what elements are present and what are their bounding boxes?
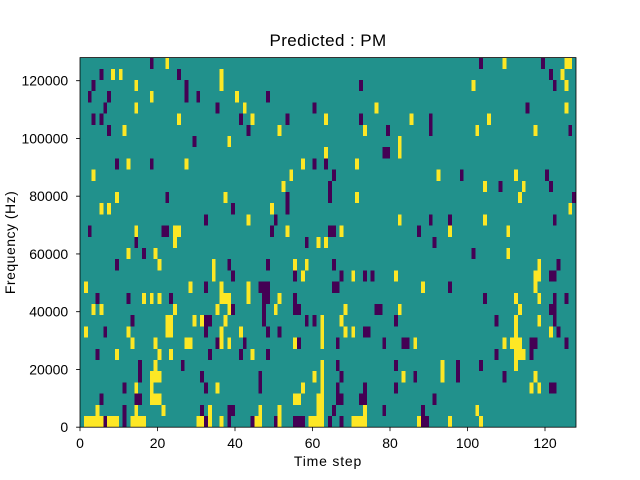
svg-text:20: 20 xyxy=(150,435,166,451)
svg-text:120: 120 xyxy=(533,435,557,451)
svg-text:20000: 20000 xyxy=(29,361,68,377)
svg-text:Frequency (Hz): Frequency (Hz) xyxy=(2,191,18,294)
svg-text:80: 80 xyxy=(382,435,398,451)
svg-text:100: 100 xyxy=(456,435,480,451)
svg-text:60: 60 xyxy=(305,435,321,451)
svg-text:0: 0 xyxy=(76,435,84,451)
svg-text:80000: 80000 xyxy=(29,188,68,204)
svg-text:40000: 40000 xyxy=(29,304,68,320)
svg-text:40: 40 xyxy=(227,435,243,451)
svg-text:120000: 120000 xyxy=(21,73,68,89)
svg-text:100000: 100000 xyxy=(21,130,68,146)
svg-text:60000: 60000 xyxy=(29,246,68,262)
svg-text:0: 0 xyxy=(60,419,68,435)
svg-text:Time step: Time step xyxy=(294,453,362,469)
svg-text:Predicted : PM: Predicted : PM xyxy=(269,31,386,50)
